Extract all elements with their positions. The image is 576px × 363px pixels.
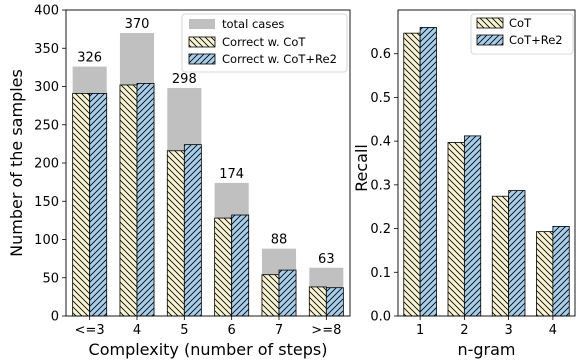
x-tick-label: 2 xyxy=(460,323,468,338)
legend-swatch xyxy=(188,36,216,48)
cot-re2-recall-bar xyxy=(463,135,482,317)
y-tick-label: 0.6 xyxy=(370,47,391,62)
x-tick-label: 7 xyxy=(275,323,283,338)
cot-bar xyxy=(119,84,138,317)
complexity-chart: 326 <=3 370 4 298 5 174 6 88 7 63 >=8 0 50 100 150 200 25… xyxy=(7,4,351,359)
legend-swatch-total xyxy=(189,19,215,29)
legend: CoT CoT+Re2 xyxy=(470,13,574,55)
y-tick-label: 400 xyxy=(34,4,59,19)
total-count-label: 88 xyxy=(271,233,288,248)
y-tick-label: 100 xyxy=(34,233,59,248)
y-tick-label: 0.2 xyxy=(370,222,391,237)
legend-swatch xyxy=(476,34,504,46)
legend-label-total: total cases xyxy=(222,17,284,31)
legend-box xyxy=(181,13,348,73)
y-tick-label: 250 xyxy=(34,118,59,133)
y-tick-label: 50 xyxy=(42,271,59,286)
legend-label: Correct w. CoT+Re2 xyxy=(222,52,337,66)
cot-re2-bar xyxy=(183,144,202,317)
cot-bar xyxy=(166,150,185,317)
x-tick-label: >=8 xyxy=(311,323,341,338)
cot-re2-bar xyxy=(89,92,108,317)
total-count-label: 63 xyxy=(318,252,335,267)
y-tick-label: 0.3 xyxy=(370,178,391,193)
x-tick-label: 4 xyxy=(549,323,557,338)
x-tick-label: <=3 xyxy=(75,323,105,338)
y-axis-label: Recall xyxy=(352,144,371,192)
x-tick-label: 5 xyxy=(180,323,188,338)
y-tick-label: 300 xyxy=(34,80,59,95)
legend-label: CoT+Re2 xyxy=(509,33,563,47)
cot-bar xyxy=(72,92,91,317)
total-count-label: 370 xyxy=(125,17,150,32)
cot-re2-recall-bar xyxy=(552,225,570,317)
cot-re2-bar xyxy=(325,287,344,317)
cot-re2-recall-bar xyxy=(419,27,437,317)
y-tick-label: 0.4 xyxy=(370,135,391,150)
legend-swatch xyxy=(188,53,216,65)
y-tick-label: 350 xyxy=(34,42,59,57)
x-tick-label: 4 xyxy=(133,323,141,338)
cot-re2-recall-bar xyxy=(508,190,526,317)
cot-recall-bar xyxy=(403,32,421,317)
legend: total cases Correct w. CoT Correct w. CoT+… xyxy=(181,13,348,73)
legend-swatch xyxy=(476,17,504,29)
plot-frame xyxy=(397,9,576,317)
cot-re2-bar xyxy=(136,83,155,317)
x-axis-label: n-gram xyxy=(457,340,515,359)
legend-label: CoT xyxy=(509,16,532,30)
y-tick-label: 0.5 xyxy=(370,91,391,106)
recall-chart: 1 2 3 4 0.0 0.1 0.2 0.3 0.4 0.5 0.6 n-gram Recall CoT… xyxy=(352,9,576,359)
x-tick-label: 3 xyxy=(504,323,512,338)
total-count-label: 174 xyxy=(219,167,244,182)
y-tick-label: 0.0 xyxy=(370,310,391,325)
cot-recall-bar xyxy=(491,195,510,317)
cot-re2-bar xyxy=(278,269,297,317)
y-tick-label: 150 xyxy=(34,195,59,210)
cot-bar xyxy=(308,286,327,317)
y-tick-label: 0.1 xyxy=(370,266,391,281)
x-tick-label: 6 xyxy=(228,323,236,338)
plot-frame xyxy=(65,9,351,317)
cot-re2-bar xyxy=(231,214,250,317)
x-tick-label: 1 xyxy=(416,323,424,338)
legend-label: Correct w. CoT xyxy=(222,35,306,49)
cot-bar xyxy=(214,217,233,317)
y-tick-label: 0 xyxy=(51,310,59,325)
total-count-label: 326 xyxy=(77,51,102,66)
cot-bar xyxy=(261,274,280,317)
cot-recall-bar xyxy=(536,231,554,317)
total-count-label: 298 xyxy=(172,72,197,87)
y-tick-label: 200 xyxy=(34,157,59,172)
y-axis-label: Number of the samples xyxy=(7,69,26,257)
cot-recall-bar xyxy=(447,142,465,317)
x-axis-label: Complexity (number of steps) xyxy=(89,340,328,359)
